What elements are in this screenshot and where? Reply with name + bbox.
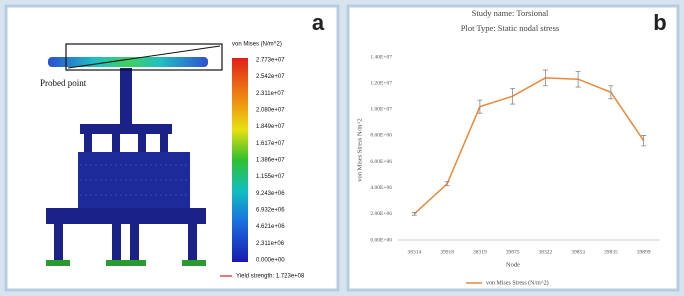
colorbar-label: 1.617e+07 [256,141,285,147]
colorbar-label: 1.386e+07 [256,158,285,164]
x-axis-label: Node [506,261,520,268]
x-tick-label: 39899 [637,249,651,255]
x-tick-label: 39835 [604,249,618,255]
colorbar-label: 2.311e+07 [256,91,285,97]
colorbar-label: 2.311e+06 [256,241,285,247]
figure: a Probed point von Mises (N/m^2) 2.773e+… [0,0,684,296]
chart-subtitle: Plot Type: Static nodal stress [461,23,559,33]
x-tick-label: 38322 [539,249,553,255]
panel-a: a Probed point von Mises (N/m^2) 2.773e+… [6,6,338,290]
colorbar [232,58,248,262]
colorbar-label: 1.849e+07 [256,124,285,130]
y-tick-label: 0.00E+00 [370,237,392,243]
x-tick-label: 39853 [571,249,585,255]
y-tick-label: 1.20E+07 [370,80,392,86]
probe-label: Probed point [40,78,87,88]
y-tick-label: 2.00E+06 [370,211,392,217]
y-tick-label: 4.00E+06 [370,185,392,191]
y-tick-label: 1.00E+07 [370,107,392,113]
colorbar-label: 2.542e+07 [256,74,285,80]
colorbar-label: 6.932e+06 [256,208,285,214]
colorbar-label: 4.621e+06 [256,224,285,230]
colorbar-label: 9.243e+06 [256,191,285,197]
y-tick-label: 8.00E+06 [370,133,392,139]
colorbar-label: 2.080e+07 [256,108,285,114]
x-tick-label: 39875 [506,249,520,255]
fixtures [46,260,206,266]
yield-label: Yield strength: 1.723e+08 [236,274,305,280]
panel-letter: a [312,10,325,35]
x-tick-label: 38314 [408,249,422,255]
chart-title: Study name: Torsional [472,8,549,18]
legend-label: von Mises Stress (N/m^2) [486,279,549,286]
figure-svg: a Probed point von Mises (N/m^2) 2.773e+… [0,0,684,296]
panel-b-frame [348,6,678,290]
y-tick-label: 1.40E+07 [370,54,392,60]
colorbar-label: 2.773e+07 [256,58,285,64]
panel-b: b Study name: Torsional Plot Type: Stati… [348,6,678,290]
colorbar-label: 0.000e+00 [256,258,285,264]
x-tick-label: 38319 [473,249,487,255]
y-axis-label: von Mises Stress N/m^2 [356,118,363,182]
panel-letter: b [653,10,666,35]
colorbar-title: von Mises (N/m^2) [232,42,282,48]
colorbar-label: 1.155e+07 [256,174,285,180]
x-tick-label: 39918 [440,249,454,255]
y-tick-label: 6.00E+06 [370,159,392,165]
beam [48,57,208,67]
